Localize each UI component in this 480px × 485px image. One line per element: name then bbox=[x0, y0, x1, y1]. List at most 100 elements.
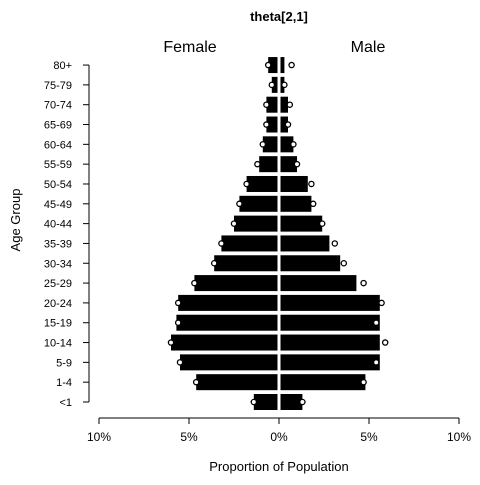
estimate-male-75-79 bbox=[281, 81, 288, 89]
bar-female-65-69 bbox=[266, 116, 279, 133]
estimate-female-70-74 bbox=[263, 101, 270, 108]
bar-male-45-49 bbox=[279, 195, 312, 212]
bar-female-30-34 bbox=[214, 255, 279, 272]
bar-female-60-64 bbox=[262, 136, 279, 153]
estimate-female-5-9 bbox=[176, 359, 184, 366]
estimate-male-70-74 bbox=[286, 101, 294, 108]
bar-female-40-44 bbox=[234, 215, 279, 232]
estimate-male-65-69 bbox=[284, 121, 292, 128]
x-tick-label: 0% bbox=[270, 430, 288, 444]
y-tick-label: 45-49 bbox=[44, 199, 72, 211]
bar-male-5-9 bbox=[279, 354, 380, 371]
bar-male-60-64 bbox=[279, 136, 294, 153]
y-tick-label: 10-14 bbox=[44, 338, 72, 350]
estimate-female-25-29 bbox=[191, 279, 198, 287]
bar-female-55-59 bbox=[259, 156, 279, 173]
bar-male-55-59 bbox=[279, 156, 297, 173]
estimate-male-80+ bbox=[288, 61, 295, 69]
bar-female-10-14 bbox=[171, 334, 279, 351]
estimate-female-55-59 bbox=[254, 160, 261, 168]
x-tick-label: 10% bbox=[447, 430, 471, 444]
estimate-female-40-44 bbox=[230, 220, 238, 227]
estimate-male-5-9 bbox=[372, 359, 380, 366]
estimate-female-20-24 bbox=[174, 299, 182, 307]
estimate-female-45-49 bbox=[236, 200, 243, 208]
estimate-female-<1 bbox=[250, 398, 258, 406]
estimate-female-80+ bbox=[264, 61, 272, 69]
bar-female-50-54 bbox=[246, 175, 279, 192]
y-tick-label: 80+ bbox=[53, 60, 72, 72]
bar-male-35-39 bbox=[279, 235, 330, 252]
y-tick-label: 15-19 bbox=[44, 318, 72, 330]
bar-male-50-54 bbox=[279, 175, 308, 192]
y-tick-label: 75-79 bbox=[44, 80, 72, 92]
x-axis: 10% 5% 0% 5% 10% bbox=[87, 417, 471, 444]
bar-male-65-69 bbox=[279, 116, 288, 133]
y-tick-label: 1-4 bbox=[56, 377, 72, 389]
bar-female-25-29 bbox=[194, 275, 279, 292]
y-axis-label: Age Group bbox=[8, 189, 23, 252]
estimate-male-40-44 bbox=[318, 220, 326, 227]
estimate-female-15-19 bbox=[174, 319, 182, 326]
y-tick-label: 5-9 bbox=[56, 357, 72, 369]
estimate-female-60-64 bbox=[259, 141, 267, 148]
bar-male-15-19 bbox=[279, 314, 380, 331]
bar-male-10-14 bbox=[279, 334, 380, 351]
y-tick-label: 25-29 bbox=[44, 278, 72, 290]
estimate-female-65-69 bbox=[263, 121, 270, 128]
estimate-male-15-19 bbox=[372, 319, 380, 326]
estimate-female-30-34 bbox=[210, 260, 218, 267]
estimate-male-20-24 bbox=[378, 299, 385, 307]
y-tick-label: 60-64 bbox=[44, 139, 72, 151]
estimate-female-50-54 bbox=[243, 180, 250, 188]
bar-male-20-24 bbox=[279, 294, 380, 311]
bar-male-80+ bbox=[279, 57, 285, 74]
estimate-female-35-39 bbox=[218, 240, 225, 247]
bar-female-75-79 bbox=[271, 76, 279, 93]
estimate-markers-group bbox=[167, 61, 389, 406]
estimate-male-35-39 bbox=[331, 240, 339, 247]
bar-female-20-24 bbox=[178, 294, 279, 311]
y-tick-label: 40-44 bbox=[44, 219, 72, 231]
estimate-male-30-34 bbox=[340, 260, 348, 267]
chart-title: theta[2,1] bbox=[250, 9, 308, 24]
bar-female-<1 bbox=[253, 394, 279, 410]
y-tick-label: 35-39 bbox=[44, 238, 72, 250]
y-tick-label: 50-54 bbox=[44, 179, 72, 191]
estimate-male-45-49 bbox=[309, 200, 317, 208]
x-axis-label: Proportion of Population bbox=[209, 459, 348, 474]
y-tick-label: 20-24 bbox=[44, 298, 72, 310]
x-tick-label: 5% bbox=[180, 430, 198, 444]
estimate-male-10-14 bbox=[381, 339, 389, 346]
estimate-male-1-4 bbox=[360, 378, 367, 386]
bar-male-40-44 bbox=[279, 215, 323, 232]
bar-female-1-4 bbox=[196, 374, 279, 391]
bar-female-15-19 bbox=[176, 314, 279, 331]
estimate-female-1-4 bbox=[192, 378, 200, 386]
y-tick-label: 30-34 bbox=[44, 258, 72, 270]
y-axis: <1 1-4 5-9 10-14 15-19 20-24 25-29 30-34 35-39 40… bbox=[44, 60, 90, 409]
bars-group bbox=[171, 55, 380, 412]
panel-label-male: Male bbox=[351, 39, 386, 56]
y-tick-label: 65-69 bbox=[44, 120, 72, 132]
y-tick-label: 70-74 bbox=[44, 100, 72, 112]
estimate-male-<1 bbox=[299, 398, 306, 406]
bar-male-70-74 bbox=[279, 96, 288, 113]
bar-female-35-39 bbox=[221, 235, 279, 252]
panel-label-female: Female bbox=[163, 39, 216, 56]
estimate-male-60-64 bbox=[290, 141, 297, 148]
estimate-male-50-54 bbox=[308, 180, 315, 188]
x-tick-label: 10% bbox=[87, 430, 111, 444]
bar-male-25-29 bbox=[279, 275, 357, 292]
y-tick-label: <1 bbox=[59, 397, 72, 409]
bar-male-1-4 bbox=[279, 374, 366, 391]
estimate-female-75-79 bbox=[268, 81, 276, 89]
bar-female-45-49 bbox=[239, 195, 279, 212]
bar-female-80+ bbox=[268, 57, 279, 74]
y-tick-label: 55-59 bbox=[44, 159, 72, 171]
bar-male-<1 bbox=[279, 394, 303, 410]
bar-female-70-74 bbox=[266, 96, 279, 113]
estimate-female-10-14 bbox=[167, 339, 175, 346]
